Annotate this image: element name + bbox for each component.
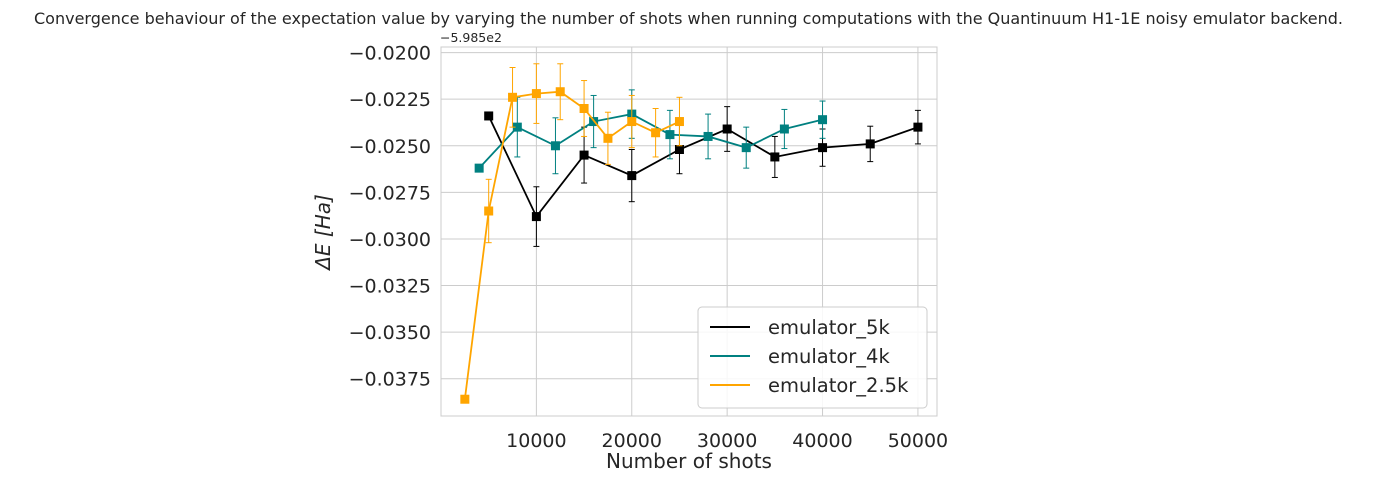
data-point bbox=[508, 92, 518, 102]
y-tick-label: −0.0350 bbox=[349, 322, 431, 344]
y-tick-label: −0.0375 bbox=[349, 369, 431, 391]
data-point bbox=[722, 124, 732, 134]
x-tick-label: 50000 bbox=[888, 430, 948, 452]
series-line bbox=[487, 115, 919, 219]
data-point bbox=[531, 212, 541, 222]
series-layer bbox=[460, 63, 923, 404]
legend-label: emulator_4k bbox=[768, 345, 890, 368]
y-tick-label: −0.0300 bbox=[349, 229, 431, 251]
y-tick-label: −0.0325 bbox=[349, 276, 431, 298]
data-point bbox=[484, 206, 494, 216]
data-point bbox=[651, 128, 661, 138]
legend: emulator_5k emulator_4k emulator_2.5k bbox=[697, 306, 928, 409]
data-point bbox=[460, 394, 470, 404]
data-point bbox=[779, 124, 789, 134]
y-tick-label: −0.0250 bbox=[349, 136, 431, 158]
legend-label: emulator_5k bbox=[768, 316, 890, 339]
data-point bbox=[531, 89, 541, 99]
data-point bbox=[512, 122, 522, 132]
data-point bbox=[741, 143, 751, 153]
series-line bbox=[463, 90, 680, 400]
y-axis-label: ΔE [Ha] bbox=[311, 194, 335, 272]
y-tick-label: −0.0225 bbox=[349, 89, 431, 111]
plot-border bbox=[440, 46, 938, 417]
y-axis: −0.0200 −0.0225 −0.0250 −0.0275 −0.0300 −0.03… bbox=[349, 43, 431, 391]
x-tick-label: 30000 bbox=[697, 430, 757, 452]
data-point bbox=[913, 122, 923, 132]
chart-title: Convergence behaviour of the expectation… bbox=[34, 9, 1343, 28]
data-point bbox=[484, 111, 494, 121]
plot-frame bbox=[440, 46, 938, 417]
series-emulator_2.5k bbox=[460, 63, 684, 404]
data-point bbox=[770, 152, 780, 162]
data-point bbox=[818, 143, 828, 153]
data-point bbox=[674, 145, 684, 154]
data-point bbox=[579, 150, 589, 160]
data-point bbox=[474, 163, 484, 173]
data-point bbox=[550, 141, 560, 151]
series-emulator_5k bbox=[484, 106, 923, 247]
y-offset-label: −5.985e2 bbox=[440, 30, 502, 45]
data-point bbox=[579, 104, 589, 113]
y-tick-label: −0.0200 bbox=[349, 43, 431, 65]
y-tick-label: −0.0275 bbox=[349, 182, 431, 204]
legend-box bbox=[697, 306, 928, 409]
y-axis-label-symbol: ΔE bbox=[311, 237, 335, 272]
legend-label: emulator_2.5k bbox=[768, 374, 909, 397]
series-emulator_4k bbox=[474, 89, 828, 175]
data-point bbox=[603, 133, 613, 143]
x-axis: 10000 20000 30000 40000 50000 bbox=[506, 430, 948, 452]
x-axis-label: Number of shots bbox=[606, 449, 772, 473]
data-point bbox=[627, 117, 637, 127]
data-point bbox=[627, 171, 637, 181]
data-point bbox=[555, 87, 565, 97]
x-tick-label: 40000 bbox=[792, 430, 852, 452]
data-point bbox=[665, 130, 675, 140]
data-point bbox=[674, 117, 684, 127]
data-point bbox=[865, 139, 875, 149]
x-tick-label: 10000 bbox=[506, 430, 566, 452]
data-point bbox=[818, 115, 828, 125]
data-point bbox=[703, 131, 713, 141]
y-axis-label-unit: [Ha] bbox=[311, 194, 335, 237]
x-tick-label: 20000 bbox=[602, 430, 662, 452]
series-line bbox=[478, 113, 823, 169]
